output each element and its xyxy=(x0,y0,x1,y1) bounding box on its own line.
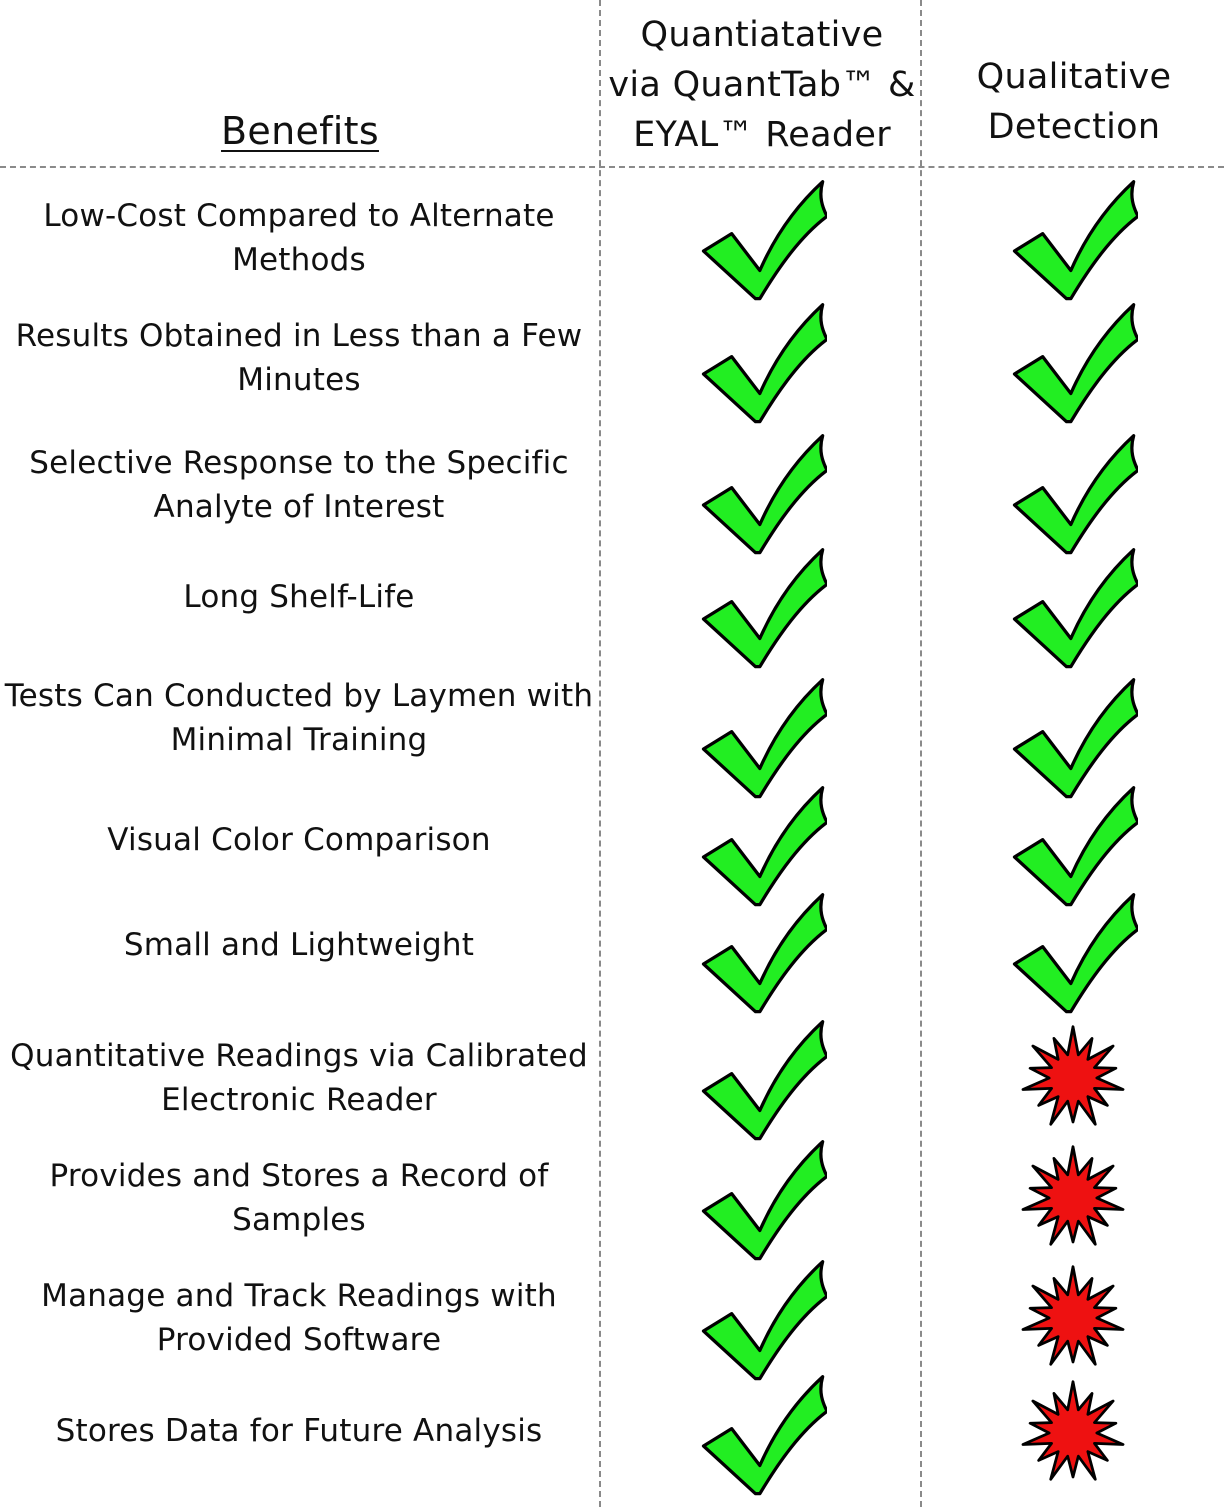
checkmark-icon xyxy=(1008,886,1138,1016)
benefit-label-line: Stores Data for Future Analysis xyxy=(55,1413,543,1449)
starburst-icon xyxy=(1018,1023,1128,1133)
header-divider xyxy=(0,166,1224,168)
header-qualitative: Qualitative Detection xyxy=(924,52,1224,152)
benefit-label-line: Quantitative Readings via Calibrated xyxy=(10,1038,588,1074)
checkmark-icon xyxy=(697,1253,827,1383)
benefit-label-line: Methods xyxy=(232,242,366,278)
starburst-icon xyxy=(1018,1143,1128,1253)
header-quantitative-line: via QuantTab™ & xyxy=(608,65,916,105)
benefit-label-line: Electronic Reader xyxy=(161,1082,437,1118)
benefit-label: Results Obtained in Less than a Few Minut… xyxy=(0,314,598,402)
benefit-label: Visual Color Comparison xyxy=(0,818,598,862)
benefit-label-line: Results Obtained in Less than a Few xyxy=(15,318,583,354)
checkmark-icon xyxy=(697,1368,827,1498)
checkmark-icon xyxy=(697,671,827,801)
header-quantitative-line: Quantiatative xyxy=(640,15,884,55)
benefit-label-line: Visual Color Comparison xyxy=(107,822,491,858)
starburst-icon xyxy=(1018,1378,1128,1488)
checkmark-icon xyxy=(697,886,827,1016)
benefit-label-line: Low-Cost Compared to Alternate xyxy=(43,198,555,234)
benefit-label: Manage and Track Readings with Provided S… xyxy=(0,1274,598,1362)
benefit-label: Stores Data for Future Analysis xyxy=(0,1409,598,1453)
benefit-label-line: Long Shelf-Life xyxy=(183,579,415,615)
checkmark-icon xyxy=(1008,173,1138,303)
checkmark-icon xyxy=(1008,296,1138,426)
benefit-label: Small and Lightweight xyxy=(0,923,598,967)
column-divider-left xyxy=(599,0,601,1507)
benefit-label: Quantitative Readings via Calibrated Elec… xyxy=(0,1034,598,1122)
benefit-label-line: Provides and Stores a Record of xyxy=(49,1158,549,1194)
checkmark-icon xyxy=(697,173,827,303)
checkmark-icon xyxy=(1008,779,1138,909)
benefit-label-line: Selective Response to the Specific xyxy=(29,445,569,481)
checkmark-icon xyxy=(697,541,827,671)
benefit-label: Selective Response to the Specific Analyt… xyxy=(0,441,598,529)
checkmark-icon xyxy=(1008,427,1138,557)
benefit-label-line: Minutes xyxy=(237,362,361,398)
checkmark-icon xyxy=(1008,541,1138,671)
header-quantitative-line: EYAL™ Reader xyxy=(633,115,891,155)
benefit-label: Long Shelf-Life xyxy=(0,575,598,619)
starburst-icon xyxy=(1018,1263,1128,1373)
header-qualitative-line: Qualitative xyxy=(976,57,1172,97)
benefit-label-line: Samples xyxy=(232,1202,366,1238)
benefit-label: Tests Can Conducted by Laymen with Minima… xyxy=(0,674,598,762)
checkmark-icon xyxy=(697,779,827,909)
benefit-label-line: Manage and Track Readings with xyxy=(41,1278,557,1314)
header-benefits: Benefits xyxy=(221,109,379,153)
column-divider-right xyxy=(920,0,922,1507)
checkmark-icon xyxy=(697,1013,827,1143)
benefit-label: Provides and Stores a Record of Samples xyxy=(0,1154,598,1242)
benefit-label-line: Analyte of Interest xyxy=(153,489,445,525)
benefit-label-line: Tests Can Conducted by Laymen with xyxy=(4,678,594,714)
benefit-label-line: Provided Software xyxy=(156,1322,442,1358)
checkmark-icon xyxy=(697,296,827,426)
benefit-label-line: Small and Lightweight xyxy=(123,927,475,963)
checkmark-icon xyxy=(1008,671,1138,801)
header-quantitative: Quantiatative via QuantTab™ & EYAL™ Read… xyxy=(604,10,920,160)
header-qualitative-line: Detection xyxy=(987,107,1161,147)
checkmark-icon xyxy=(697,427,827,557)
benefit-label-line: Minimal Training xyxy=(170,722,428,758)
benefit-label: Low-Cost Compared to Alternate Methods xyxy=(0,194,598,282)
checkmark-icon xyxy=(697,1133,827,1263)
